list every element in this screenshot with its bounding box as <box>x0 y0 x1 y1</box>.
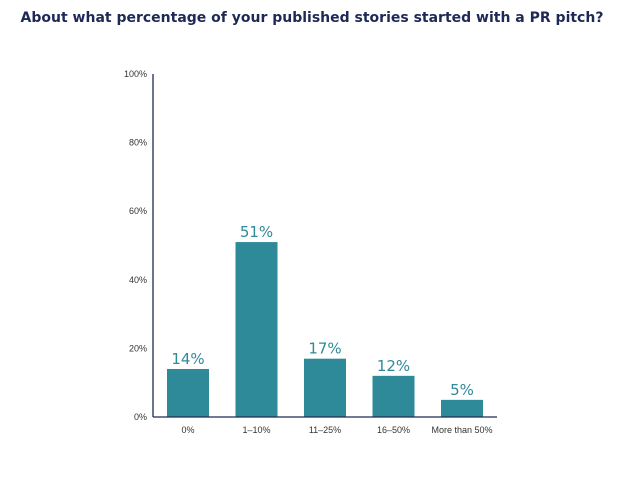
x-tick-label: 0% <box>181 425 194 435</box>
data-labels: 14% 51% 17% 12% 5% <box>171 223 474 399</box>
bar <box>304 358 346 417</box>
bar <box>235 242 278 417</box>
bar-value-label: 17% <box>308 340 341 358</box>
x-tick-label: More than 50% <box>431 425 492 435</box>
y-tick-label: 60% <box>129 206 147 216</box>
chart-title: About what percentage of your published … <box>20 10 604 26</box>
y-tick-label: 80% <box>129 138 147 148</box>
y-axis-ticks: 0% 20% 40% 60% 80% 100% <box>124 69 147 422</box>
bar <box>167 368 209 417</box>
bar <box>441 399 483 417</box>
y-tick-label: 0% <box>134 412 147 422</box>
y-tick-label: 40% <box>129 275 147 285</box>
y-tick-label: 20% <box>129 343 147 353</box>
x-tick-label: 16–50% <box>377 425 410 435</box>
bar-value-label: 51% <box>240 223 273 241</box>
x-axis-labels: 0% 1–10% 11–25% 16–50% More than 50% <box>181 425 492 435</box>
bars <box>167 242 483 417</box>
bar-value-label: 14% <box>171 350 204 368</box>
x-tick-label: 1–10% <box>242 425 270 435</box>
y-tick-label: 100% <box>124 69 147 79</box>
bar <box>372 375 415 417</box>
bar-value-label: 12% <box>377 357 410 375</box>
bar-value-label: 5% <box>450 381 474 399</box>
x-tick-label: 11–25% <box>309 425 341 435</box>
